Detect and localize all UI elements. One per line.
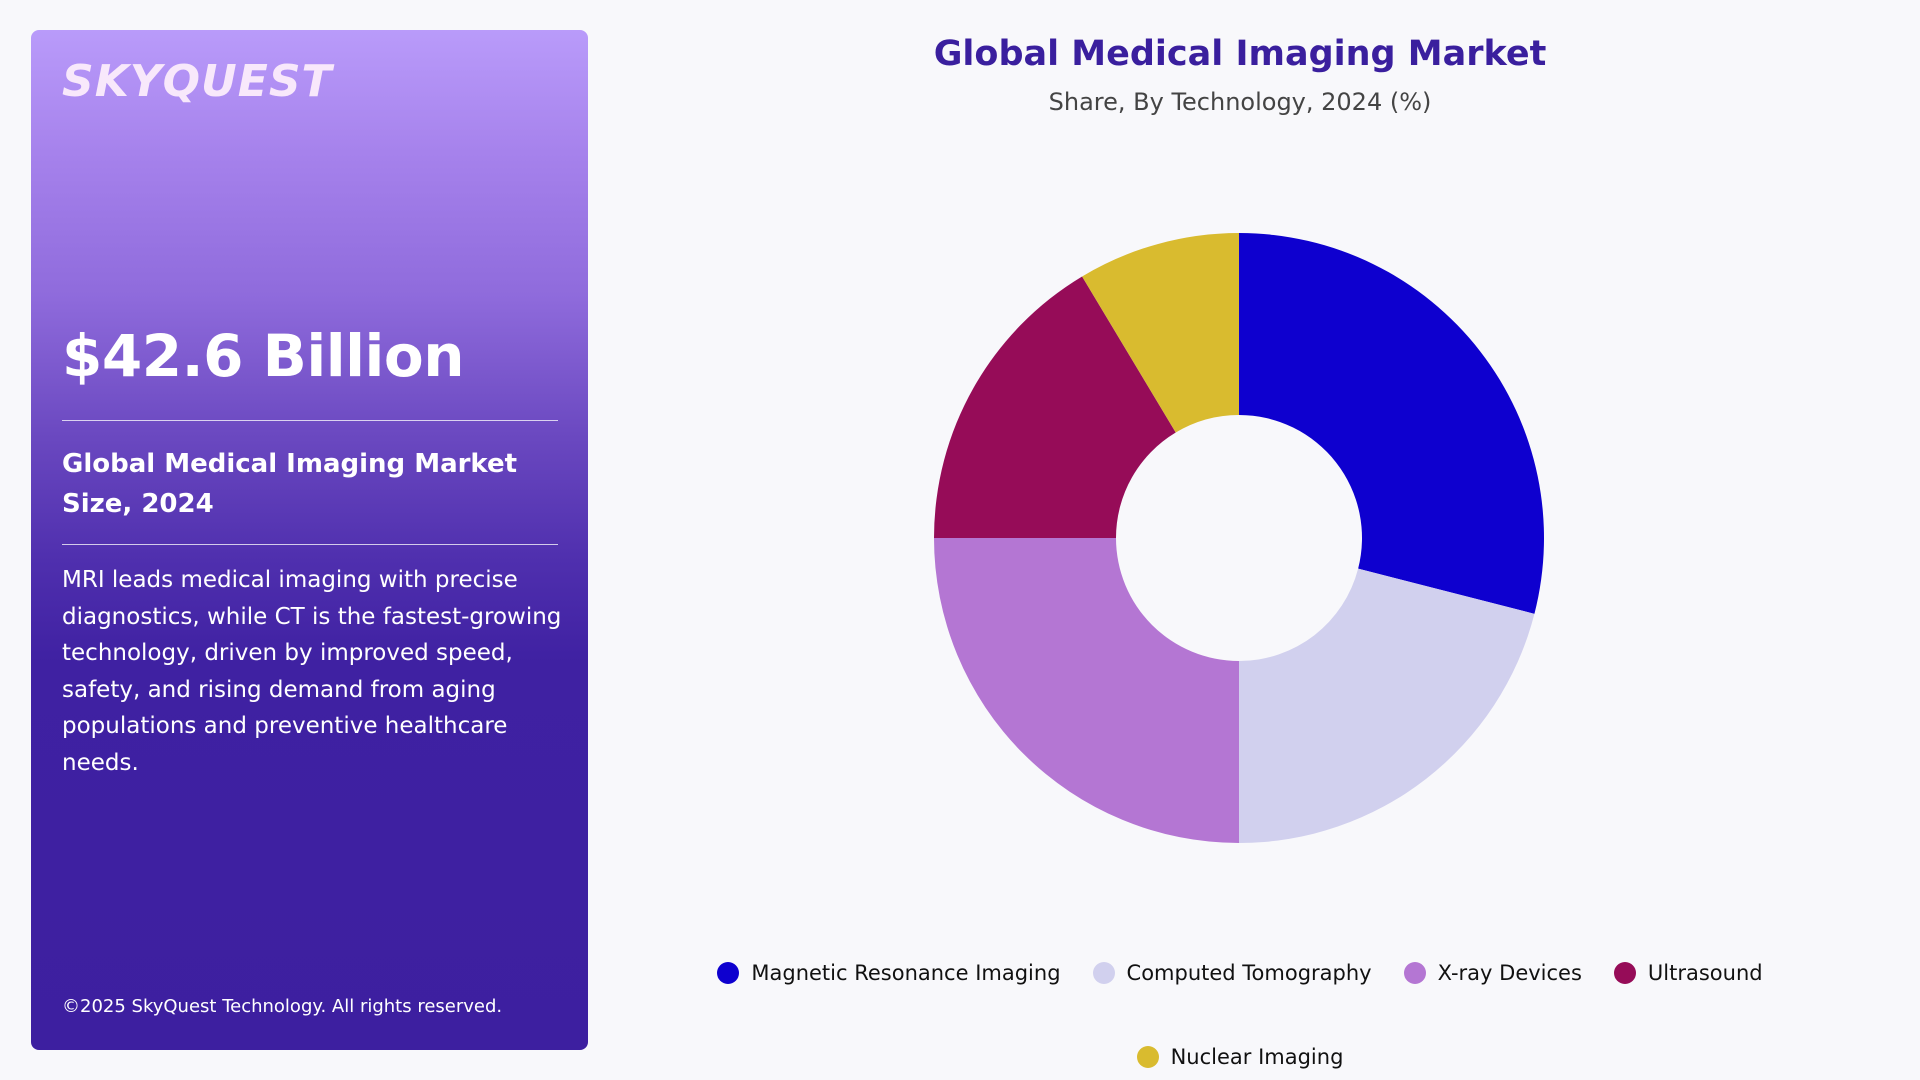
chart-legend: Magnetic Resonance Imaging Computed Tomog…: [640, 955, 1840, 1075]
summary-panel: SKYQUEST $42.6 Billion Global Medical Im…: [31, 30, 588, 1050]
divider: [62, 544, 558, 545]
legend-item-magnetic-resonance-imaging: Magnetic Resonance Imaging: [717, 955, 1061, 991]
legend-dot-icon: [1613, 962, 1636, 984]
legend-item-nuclear-imaging: Nuclear Imaging: [1136, 1039, 1344, 1075]
donut-slice-x-ray-devices: [934, 538, 1239, 843]
legend-label: Magnetic Resonance Imaging: [751, 961, 1061, 985]
chart-subtitle: Share, By Technology, 2024 (%): [1048, 88, 1432, 116]
legend-item-ultrasound: Ultrasound: [1613, 955, 1763, 991]
copyright-footer: ©2025 SkyQuest Technology. All rights re…: [62, 996, 503, 1017]
market-description: MRI leads medical imaging with precise d…: [62, 567, 562, 776]
legend-label: Ultrasound: [1647, 961, 1763, 985]
legend-label: Nuclear Imaging: [1170, 1045, 1344, 1069]
chart-title: Global Medical Imaging Market: [933, 34, 1547, 74]
legend-label: Computed Tomography: [1126, 961, 1372, 985]
market-value: $42.6 Billion: [62, 322, 465, 390]
legend-label: X-ray Devices: [1437, 961, 1582, 985]
market-label: Global Medical Imaging Market Size, 2024: [62, 449, 518, 519]
skyquest-logo: SKYQUEST: [62, 56, 333, 107]
donut-slice-ultrasound: [934, 276, 1176, 538]
legend-dot-icon: [1403, 962, 1426, 984]
donut-slice-computed-tomography: [1239, 568, 1535, 843]
donut-slice-magnetic-resonance-imaging: [1239, 233, 1544, 614]
divider: [62, 420, 558, 421]
legend-dot-icon: [1092, 962, 1115, 984]
legend-dot-icon: [717, 962, 740, 984]
legend-item-x-ray-devices: X-ray Devices: [1403, 955, 1582, 991]
legend-item-computed-tomography: Computed Tomography: [1092, 955, 1372, 991]
legend-dot-icon: [1136, 1046, 1159, 1068]
donut-slice-nuclear-imaging: [1082, 233, 1239, 433]
